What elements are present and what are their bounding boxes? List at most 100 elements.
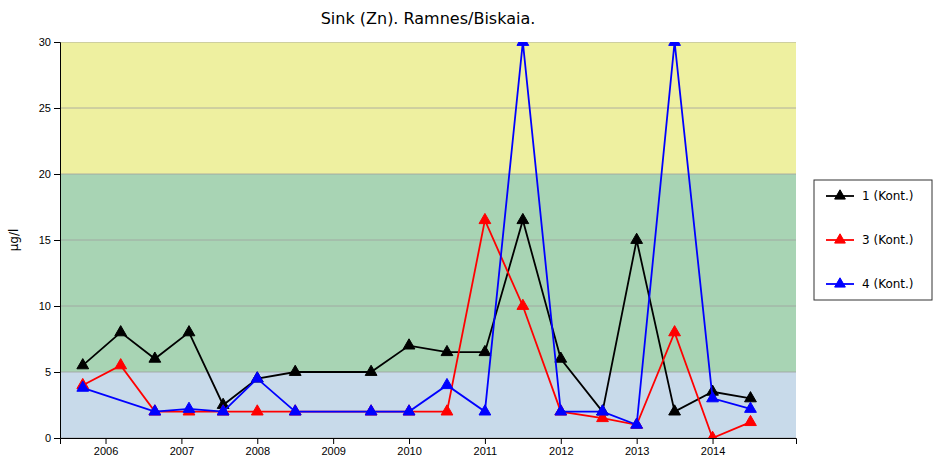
point [403,405,415,415]
y-tick-mark [54,174,60,175]
x-axis: 2006 2007 2008 2009 2010 2011 2012 2013 2014 [61,438,797,457]
point [745,392,757,402]
y-tick: 20 [39,168,60,180]
x-tick: 2006 [94,438,118,457]
point [479,405,491,415]
point [517,299,529,309]
point [365,405,377,415]
point [707,392,719,402]
grid-line [60,438,796,439]
legend: 1 (Kont.) 3 (Kont.) 4 (Kont.) [814,180,932,300]
x-tick-label: 2007 [170,445,194,457]
x-tick-mark [713,438,714,444]
y-tick-mark [54,42,60,43]
point [365,365,377,375]
y-tick-mark [54,306,60,307]
point [669,326,681,336]
x-tick: 2007 [170,438,194,457]
point [745,415,757,425]
legend-frame [814,180,932,300]
y-tick: 30 [39,36,60,48]
point [631,233,643,243]
point [183,402,195,412]
x-tick: 2008 [246,438,270,457]
title: Sink (Zn). Ramnes/Biskaia. [321,9,536,28]
point [217,405,229,415]
x-tick-mark [257,438,258,444]
series-line [83,42,751,425]
x-tick-mark [106,438,107,444]
y-tick-label: 20 [39,168,51,180]
x-tick: 2013 [625,438,649,457]
legend-item: 4 (Kont.) [826,277,914,291]
point [669,405,681,415]
point [479,213,491,223]
chart: 2006 2007 2008 2009 2010 2011 2012 2013 2014 0 5 10… [0,0,946,474]
point [149,405,161,415]
plot-area [60,42,796,438]
point [707,431,719,438]
legend-label: 1 (Kont.) [862,189,914,203]
legend-item: 1 (Kont.) [826,189,914,203]
point [441,345,453,355]
point [251,405,263,415]
point [289,405,301,415]
band [60,174,796,372]
y-tick-label: 0 [45,432,51,444]
point [517,213,529,223]
point [403,405,415,415]
x-tick-mark [333,438,334,444]
y-tick: 0 [45,432,60,444]
x-tick-mark [485,438,486,444]
point [149,352,161,362]
x-tick-mark [561,438,562,444]
point [115,326,127,336]
x-tick-label: 2013 [625,445,649,457]
y-tick-label: 5 [45,366,51,378]
legend-marker [835,234,846,243]
point [597,405,609,415]
x-tick: 2010 [397,438,421,457]
y-tick-mark [54,372,60,373]
x-tick-mark [637,438,638,444]
point [289,405,301,415]
legend-marker [835,190,846,199]
x-tick-label: 2014 [701,445,725,457]
y-tick-label: 25 [39,102,51,114]
x-tick-label: 2010 [397,445,421,457]
point [441,405,453,415]
series-line [83,220,751,411]
grid-line [60,372,796,373]
y-tick: 10 [39,300,60,312]
point [77,381,89,391]
x-tick-label: 2012 [549,445,573,457]
grid-line [60,306,796,307]
point [365,405,377,415]
point [115,359,127,369]
x-tick: 2011 [474,438,498,457]
y-tick-mark [54,108,60,109]
point [479,345,491,355]
point [669,42,681,45]
legend-label: 3 (Kont.) [862,233,914,247]
legend-marker [835,278,846,287]
x-tick: 2014 [701,438,725,457]
grid-line [60,240,796,241]
y-tick-label: 30 [39,36,51,48]
y-axis: 051015202530 [39,36,61,444]
y-tick: 25 [39,102,60,114]
plot: 2006 2007 2008 2009 2010 2011 2012 2013 2014 0 5 10… [7,35,797,457]
x-axis-line [61,439,797,445]
x-tick: 2009 [321,438,345,457]
point [251,372,263,382]
legend-label: 4 (Kont.) [862,277,914,291]
point [597,405,609,415]
x-tick: 2012 [549,438,573,457]
point [555,405,567,415]
point [77,359,89,369]
grid-line [60,174,796,175]
y-tick-mark [54,240,60,241]
y-axis-line [54,43,61,439]
y-axis-title: μg/l [7,229,21,252]
point [517,42,529,45]
